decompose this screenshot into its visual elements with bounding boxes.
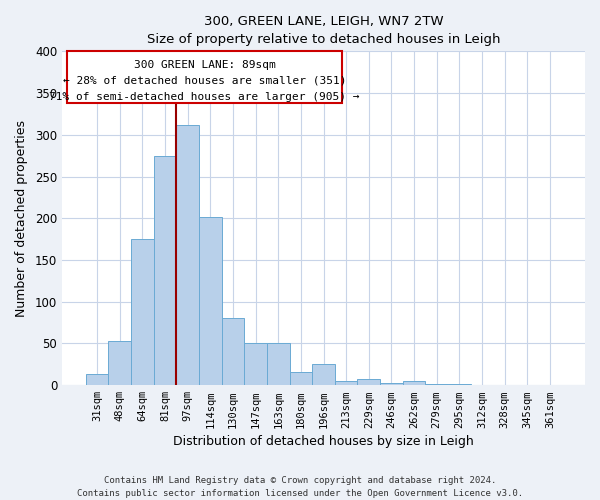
Bar bbox=[86, 374, 109, 385]
Text: ← 28% of detached houses are smaller (351): ← 28% of detached houses are smaller (35… bbox=[63, 76, 346, 86]
Bar bbox=[403, 381, 425, 385]
Text: 300 GREEN LANE: 89sqm: 300 GREEN LANE: 89sqm bbox=[134, 60, 275, 70]
Bar bbox=[131, 239, 154, 385]
FancyBboxPatch shape bbox=[67, 52, 342, 103]
Bar bbox=[312, 364, 335, 385]
Bar bbox=[244, 342, 267, 385]
Text: 71% of semi-detached houses are larger (905) →: 71% of semi-detached houses are larger (… bbox=[49, 92, 360, 102]
Bar bbox=[221, 318, 244, 385]
Bar bbox=[290, 372, 312, 385]
Title: 300, GREEN LANE, LEIGH, WN7 2TW
Size of property relative to detached houses in : 300, GREEN LANE, LEIGH, WN7 2TW Size of … bbox=[147, 15, 500, 46]
Bar bbox=[267, 344, 290, 385]
Bar bbox=[425, 384, 448, 385]
Bar bbox=[176, 125, 199, 385]
Bar bbox=[154, 156, 176, 385]
Bar bbox=[448, 384, 470, 385]
Bar bbox=[358, 378, 380, 385]
X-axis label: Distribution of detached houses by size in Leigh: Distribution of detached houses by size … bbox=[173, 434, 474, 448]
Bar bbox=[335, 381, 358, 385]
Bar bbox=[199, 216, 221, 385]
Text: Contains HM Land Registry data © Crown copyright and database right 2024.
Contai: Contains HM Land Registry data © Crown c… bbox=[77, 476, 523, 498]
Y-axis label: Number of detached properties: Number of detached properties bbox=[15, 120, 28, 317]
Bar bbox=[109, 341, 131, 385]
Bar bbox=[380, 382, 403, 385]
